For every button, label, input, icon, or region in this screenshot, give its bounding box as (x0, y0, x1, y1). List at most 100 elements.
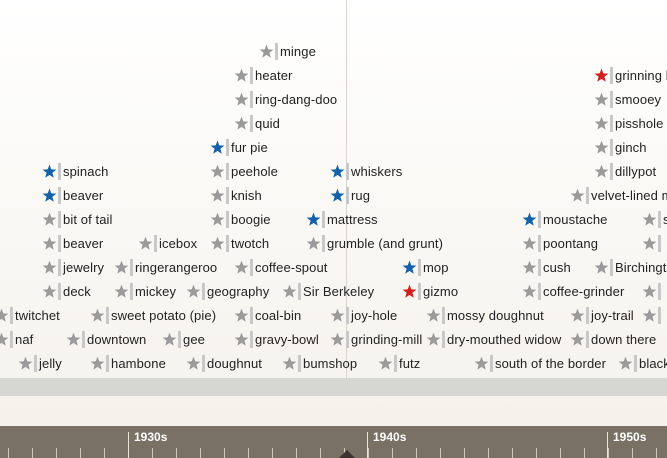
star-icon (594, 260, 609, 274)
term-item[interactable]: spinach (42, 161, 109, 181)
term-item[interactable]: dry-mouthed widow (426, 329, 561, 349)
term-label: ginch (615, 139, 647, 155)
star-icon (210, 140, 225, 154)
term-item[interactable]: ring-dang-doo (234, 89, 337, 109)
term-item[interactable]: icebox (138, 233, 197, 253)
term-item[interactable]: boogie (210, 209, 271, 229)
term-item[interactable]: fur pie (210, 137, 268, 157)
term-bar (106, 354, 109, 372)
term-item[interactable]: mop (402, 257, 449, 277)
term-label: ringerangeroo (135, 259, 218, 275)
term-item[interactable]: geography (186, 281, 269, 301)
term-item[interactable]: gizmo (402, 281, 458, 301)
term-bar (538, 282, 541, 300)
term-item[interactable]: rug (330, 185, 370, 205)
term-item[interactable]: coffee-spout (234, 257, 328, 277)
star-icon (234, 260, 249, 274)
term-bar (610, 66, 613, 84)
term-label: deck (63, 283, 91, 299)
term-label: bumshop (303, 355, 358, 371)
term-item[interactable]: blackb (618, 353, 667, 373)
decade-axis[interactable]: 1930s 1940s 1950s (0, 426, 667, 458)
axis-tick (512, 448, 513, 458)
term-item[interactable]: jewelry (42, 257, 104, 277)
term-item[interactable]: gravy-bowl (234, 329, 319, 349)
term-item[interactable]: south of the border (474, 353, 606, 373)
term-item[interactable]: grinning be (594, 65, 667, 85)
term-item[interactable]: Birchingto (594, 257, 667, 277)
term-item[interactable]: poontang (522, 233, 598, 253)
term-item[interactable]: twotch (210, 233, 269, 253)
star-icon (306, 212, 321, 226)
term-item[interactable]: doughnut (186, 353, 262, 373)
term-item[interactable]: ringerangeroo (114, 257, 217, 277)
term-item[interactable]: jelly (18, 353, 62, 373)
term-item[interactable]: knish (210, 185, 262, 205)
term-item[interactable]: naf (0, 329, 33, 349)
term-label: gee (183, 331, 205, 347)
star-icon (426, 308, 441, 322)
term-item[interactable]: mattress (306, 209, 378, 229)
term-bar (442, 306, 445, 324)
axis-tick (296, 448, 297, 458)
term-item[interactable]: mickey (114, 281, 176, 301)
term-item[interactable]: dillypot (594, 161, 656, 181)
term-item[interactable]: peehole (210, 161, 278, 181)
term-item[interactable]: twitchet (0, 305, 60, 325)
term-item[interactable]: sl (642, 209, 667, 229)
term-item[interactable]: joy-trail (570, 305, 634, 325)
term-item[interactable]: Sir Berkeley (282, 281, 374, 301)
term-bar (298, 282, 301, 300)
term-item[interactable]: cush (522, 257, 571, 277)
term-bar (226, 162, 229, 180)
star-icon (114, 260, 129, 274)
term-item[interactable]: heater (234, 65, 292, 85)
current-position-marker[interactable] (339, 450, 355, 458)
term-item[interactable]: quid (234, 113, 280, 133)
term-item[interactable] (642, 305, 663, 325)
term-item[interactable] (642, 281, 663, 301)
term-item[interactable]: coffee-grinder (522, 281, 624, 301)
term-label: twitchet (15, 307, 60, 323)
term-item[interactable]: coal-bin (234, 305, 301, 325)
star-icon (90, 356, 105, 370)
term-label: blackb (639, 355, 667, 371)
term-item[interactable]: whiskers (330, 161, 402, 181)
term-label: south of the border (495, 355, 607, 371)
term-item[interactable]: down there (570, 329, 656, 349)
term-item[interactable]: downtown (66, 329, 146, 349)
term-item[interactable]: gee (162, 329, 205, 349)
term-item[interactable]: mossy doughnut (426, 305, 544, 325)
star-icon (522, 284, 537, 298)
term-bar (538, 234, 541, 252)
timeline-scrollbar[interactable] (0, 378, 667, 396)
term-item[interactable]: beaver (42, 233, 103, 253)
term-item[interactable]: velvet-lined me (570, 185, 667, 205)
term-item[interactable]: moustache (522, 209, 608, 229)
term-item[interactable]: hambone (90, 353, 166, 373)
term-bar (226, 234, 229, 252)
term-item[interactable]: grinding-mill (330, 329, 422, 349)
term-bar (610, 162, 613, 180)
term-bar (658, 282, 661, 300)
term-label: peehole (231, 163, 278, 179)
term-item[interactable]: smooey (594, 89, 661, 109)
axis-tick (584, 448, 585, 458)
star-icon (522, 260, 537, 274)
star-icon (114, 284, 129, 298)
axis-major-tick (128, 432, 129, 458)
term-item[interactable]: pisshole (594, 113, 664, 133)
term-item[interactable] (642, 233, 663, 253)
term-item[interactable]: bumshop (282, 353, 357, 373)
term-item[interactable]: grumble (and grunt) (306, 233, 443, 253)
term-item[interactable]: beaver (42, 185, 103, 205)
term-item[interactable]: ginch (594, 137, 647, 157)
term-item[interactable]: deck (42, 281, 91, 301)
term-label: grinning be (615, 67, 667, 83)
term-item[interactable]: futz (378, 353, 420, 373)
term-item[interactable]: minge (259, 41, 316, 61)
term-bar (634, 354, 637, 372)
term-item[interactable]: bit of tail (42, 209, 113, 229)
term-item[interactable]: sweet potato (pie) (90, 305, 216, 325)
term-item[interactable]: joy-hole (330, 305, 397, 325)
